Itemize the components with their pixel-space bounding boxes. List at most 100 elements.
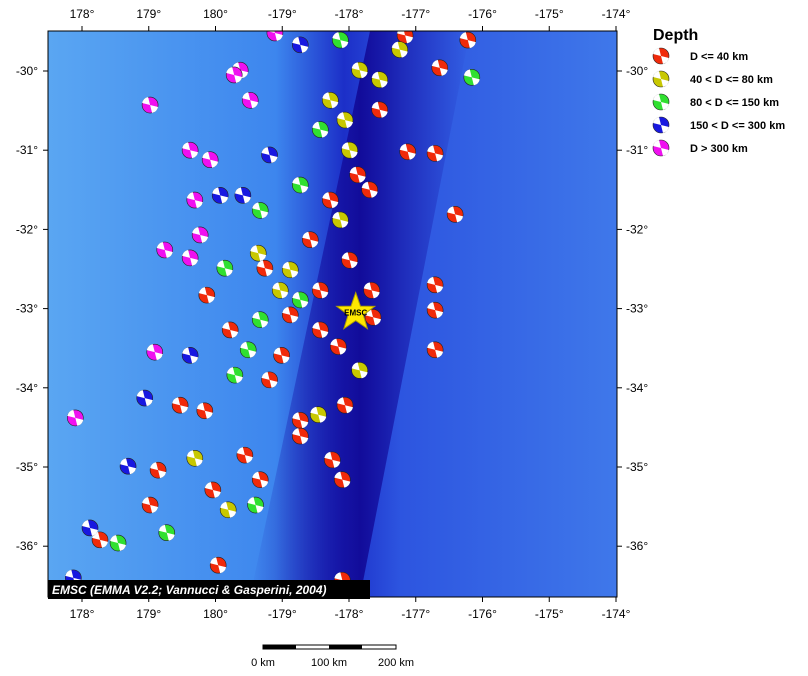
event: [141, 496, 159, 514]
legend-symbol: [652, 47, 670, 65]
event: [273, 347, 290, 364]
ball-white: [273, 347, 290, 364]
ball-white: [324, 451, 341, 468]
ball-white: [242, 92, 259, 109]
star: [335, 291, 377, 330]
event: [251, 311, 269, 328]
x-tick-label: -175°: [535, 7, 564, 21]
event: [211, 187, 229, 204]
scale-label: 100 km: [311, 657, 347, 669]
x-tick-label: -177°: [401, 7, 430, 21]
event: [341, 251, 358, 269]
ball-white: [142, 497, 159, 514]
event: [332, 31, 349, 49]
event: [149, 461, 167, 479]
ball-white: [210, 557, 227, 574]
event: [281, 306, 299, 324]
y-tick-label: -36°: [626, 539, 648, 553]
ball-white: [361, 181, 378, 198]
event: [201, 151, 219, 169]
event: [141, 96, 159, 114]
ball-white: [459, 32, 476, 49]
event: [266, 31, 284, 42]
ball-white: [336, 397, 353, 414]
ball-white: [371, 101, 388, 118]
x-tick-label: -174°: [602, 7, 631, 21]
ball-white: [312, 282, 329, 299]
event: [351, 61, 368, 79]
event: [399, 143, 417, 161]
ball-white: [252, 202, 269, 219]
y-tick-label: -33°: [626, 302, 648, 316]
event: [171, 396, 189, 414]
legend-title: Depth: [653, 27, 698, 44]
ball-white: [256, 260, 273, 277]
ball-white: [351, 362, 368, 379]
event: [81, 519, 99, 537]
ball-white: [67, 409, 84, 426]
ball-white: [292, 36, 309, 53]
event: [251, 471, 269, 488]
ball-white: [292, 428, 309, 445]
scale-label: 0 km: [251, 657, 275, 669]
ball-white: [399, 143, 416, 160]
event: [291, 36, 309, 54]
event: [196, 402, 214, 420]
event: [309, 406, 327, 424]
y-tick-label: -31°: [16, 143, 38, 157]
ball-white: [250, 245, 267, 262]
x-tick-label: -178°: [335, 607, 364, 621]
event: [291, 411, 309, 429]
ball-white: [427, 145, 444, 162]
event: [186, 449, 204, 467]
y-tick-label: -36°: [16, 539, 38, 553]
ball-white: [156, 241, 173, 258]
scale-bar: [262, 644, 397, 650]
event: [322, 92, 339, 109]
x-tick-label: 179°: [136, 607, 161, 621]
legend-symbol: [652, 70, 670, 88]
ball-white: [349, 166, 366, 183]
ball-white: [371, 71, 388, 88]
event: [291, 176, 309, 194]
event: [249, 244, 267, 262]
event: [349, 166, 366, 184]
ball-white: [653, 71, 669, 87]
ball-white: [330, 338, 347, 355]
legend-label: D <= 40 km: [690, 51, 748, 63]
event: [146, 343, 164, 361]
ball-white: [282, 261, 299, 278]
ball-white: [447, 206, 464, 223]
event: [204, 481, 222, 499]
event: [446, 206, 464, 223]
event: [181, 249, 199, 267]
ball-white: [92, 531, 109, 548]
ball-white: [365, 309, 382, 326]
y-tick-label: -35°: [626, 460, 648, 474]
event: [324, 451, 341, 469]
event: [426, 276, 444, 294]
ball-white: [82, 519, 99, 536]
event: [226, 366, 244, 384]
event: [158, 524, 176, 542]
event: [291, 427, 309, 445]
ball-white: [142, 97, 159, 114]
legend-label: 80 < D <= 150 km: [690, 97, 779, 109]
y-tick-label: -35°: [16, 460, 38, 474]
ball-white: [332, 32, 349, 49]
ball-white: [192, 226, 209, 243]
ball-white: [351, 62, 368, 79]
ball-white: [427, 341, 444, 358]
ball-white: [172, 397, 189, 414]
event: [291, 291, 309, 309]
ball-white: [240, 341, 257, 358]
y-tick-label: -31°: [626, 143, 648, 157]
event: [156, 241, 174, 259]
y-tick-label: -32°: [626, 222, 648, 236]
event: [391, 41, 409, 58]
scale-label: 200 km: [378, 657, 414, 669]
event: [181, 347, 199, 364]
ball-white: [182, 347, 199, 364]
ball-white: [322, 92, 339, 109]
